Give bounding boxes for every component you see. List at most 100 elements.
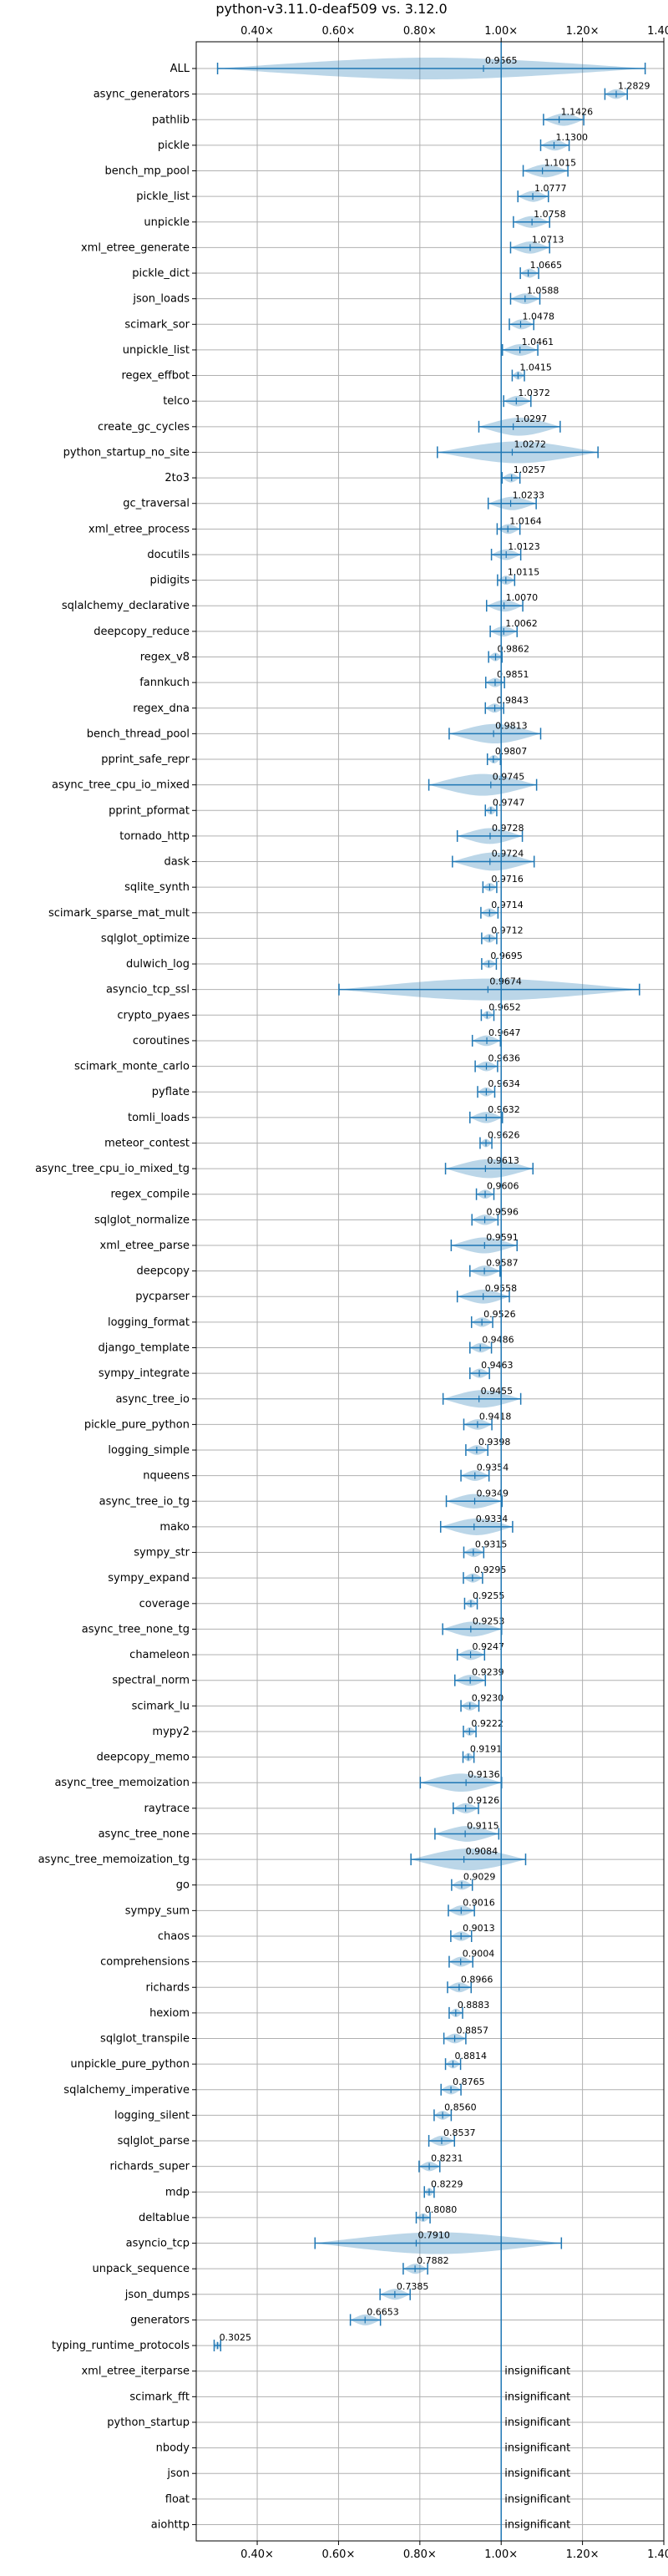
- category-row: 1.0233: [487, 490, 544, 510]
- category-label: create_gc_cycles: [98, 421, 190, 434]
- category-row: insignificant: [504, 2366, 570, 2378]
- category-row: 1.0070: [485, 592, 538, 612]
- category-label: python_startup_no_site: [63, 446, 190, 459]
- category-label: docutils: [147, 549, 190, 561]
- category-label: richards_super: [109, 2161, 190, 2173]
- mean-value-label: 1.0372: [518, 388, 550, 398]
- category-row: 0.8537: [428, 2127, 475, 2148]
- mean-value-label: 0.9315: [475, 1539, 508, 1550]
- mean-value-label: 0.9695: [490, 951, 523, 961]
- x-tick-label-top: 0.40×: [240, 25, 274, 38]
- chart-title: python-v3.11.0-deaf509 vs. 3.12.0: [215, 1, 447, 17]
- mean-value-label: 0.9724: [492, 849, 524, 860]
- category-row: 0.9315: [463, 1539, 507, 1559]
- category-row: 0.9813: [448, 720, 542, 744]
- category-label: xml_etree_iterparse: [81, 2366, 190, 2378]
- mean-value-label: 0.9004: [463, 1949, 495, 1960]
- category-label: async_tree_cpu_io_mixed_tg: [35, 1163, 190, 1175]
- category-label: pickle_dict: [132, 267, 190, 280]
- category-label: deepcopy: [136, 1265, 190, 1278]
- mean-value-label: 0.9636: [488, 1053, 520, 1064]
- category-row: 0.9807: [486, 746, 527, 766]
- mean-value-label: 0.9613: [487, 1155, 519, 1166]
- category-row: 0.9613: [444, 1155, 534, 1179]
- category-row: 0.7882: [402, 2255, 449, 2275]
- category-row: 0.9295: [463, 1564, 507, 1585]
- category-row: 0.9724: [452, 849, 535, 871]
- category-label: chaos: [158, 1930, 190, 1943]
- x-tick-label-top: 1.40×: [647, 25, 668, 38]
- category-label: mypy2: [152, 1726, 190, 1738]
- data-layer: 0.9565 1.2829 1.1426 1.1300 1.1015 1.0777 1.07…: [213, 55, 650, 2531]
- category-row: 0.7385: [379, 2281, 428, 2300]
- category-row: 0.9851: [485, 669, 529, 689]
- category-label: comprehensions: [100, 1956, 190, 1969]
- x-tick-label-top: 1.20×: [566, 25, 600, 38]
- mean-value-label: 0.7910: [418, 2230, 450, 2241]
- category-row: 0.9084: [410, 1846, 527, 1871]
- mean-value-label: 1.0272: [514, 439, 546, 449]
- mean-value-label: 0.9587: [486, 1258, 519, 1269]
- category-label: pickle: [158, 139, 190, 152]
- category-row: 0.8814: [444, 2051, 487, 2071]
- category-label: logging_simple: [108, 1444, 190, 1457]
- x-tick-label-bottom: 0.40×: [240, 2548, 274, 2561]
- category-label: xml_etree_parse: [100, 1240, 190, 1252]
- category-label: telco: [163, 395, 190, 408]
- category-label: async_tree_none_tg: [82, 1623, 190, 1635]
- mean-value-label: 1.0415: [519, 363, 552, 373]
- category-row: 0.9013: [450, 1923, 495, 1942]
- category-label: tomli_loads: [128, 1112, 190, 1124]
- mean-value-label: 1.0257: [514, 464, 546, 475]
- category-row: insignificant: [504, 2518, 570, 2531]
- mean-value-label: 0.9455: [481, 1386, 514, 1397]
- category-row: 0.8560: [433, 2102, 477, 2122]
- category-label: pycparser: [135, 1291, 190, 1303]
- category-row: 0.9253: [442, 1615, 504, 1637]
- category-row: 0.9632: [469, 1104, 520, 1123]
- category-label: xml_etree_generate: [81, 241, 190, 254]
- mean-value-label: 0.9247: [473, 1641, 505, 1652]
- category-label: bench_mp_pool: [104, 165, 190, 178]
- category-row: 0.9222: [463, 1718, 504, 1737]
- category-row: 1.0272: [437, 439, 599, 464]
- category-row: 1.0777: [517, 183, 567, 203]
- mean-value-label: 0.9526: [483, 1309, 516, 1320]
- mean-value-label: 0.9029: [463, 1872, 496, 1883]
- category-row: 0.9565: [216, 55, 646, 79]
- category-label: regex_effbot: [121, 370, 190, 383]
- category-row: 0.9334: [439, 1514, 514, 1535]
- category-label: mako: [159, 1521, 190, 1534]
- category-row: 1.1015: [522, 158, 576, 178]
- mean-value-label: 0.9862: [497, 643, 529, 654]
- x-tick-label-top: 0.60×: [322, 25, 356, 38]
- category-row: 1.0665: [519, 260, 562, 280]
- category-label: sqlglot_parse: [118, 2135, 190, 2148]
- mean-value-label: 1.2829: [618, 81, 650, 92]
- category-row: 0.9843: [484, 695, 529, 714]
- category-row: insignificant: [504, 2467, 570, 2480]
- mean-value-label: 0.9714: [491, 900, 524, 910]
- axis-layer: 0.40× 0.40× 0.60× 0.60× 0.80× 0.80× 1.00× 1.00×…: [35, 25, 668, 2561]
- mean-value-label: 1.0123: [508, 541, 540, 552]
- mean-value-label: 0.9634: [488, 1078, 520, 1089]
- category-label: fannkuch: [139, 677, 190, 689]
- category-row: 0.8966: [447, 1974, 493, 1994]
- category-label: xml_etree_process: [89, 523, 190, 535]
- mean-value-label: 0.9295: [474, 1564, 507, 1575]
- mean-value-label: 1.0461: [522, 337, 554, 347]
- category-row: 0.9239: [454, 1667, 504, 1686]
- category-label: sympy_str: [134, 1547, 190, 1559]
- mean-value-label: 1.0062: [505, 618, 538, 629]
- mean-value-label: 0.9136: [468, 1769, 500, 1780]
- category-label: coroutines: [133, 1035, 190, 1047]
- insignificant-label: insignificant: [504, 2366, 570, 2378]
- category-row: 1.2829: [604, 81, 650, 100]
- category-label: sympy_expand: [108, 1572, 190, 1585]
- category-row: 0.9674: [338, 976, 640, 1001]
- category-row: 0.9004: [448, 1949, 495, 1968]
- category-label: pickle_list: [136, 190, 190, 203]
- mean-value-label: 0.9349: [477, 1488, 509, 1498]
- category-label: pprint_safe_repr: [101, 753, 190, 766]
- insignificant-label: insignificant: [504, 2416, 570, 2429]
